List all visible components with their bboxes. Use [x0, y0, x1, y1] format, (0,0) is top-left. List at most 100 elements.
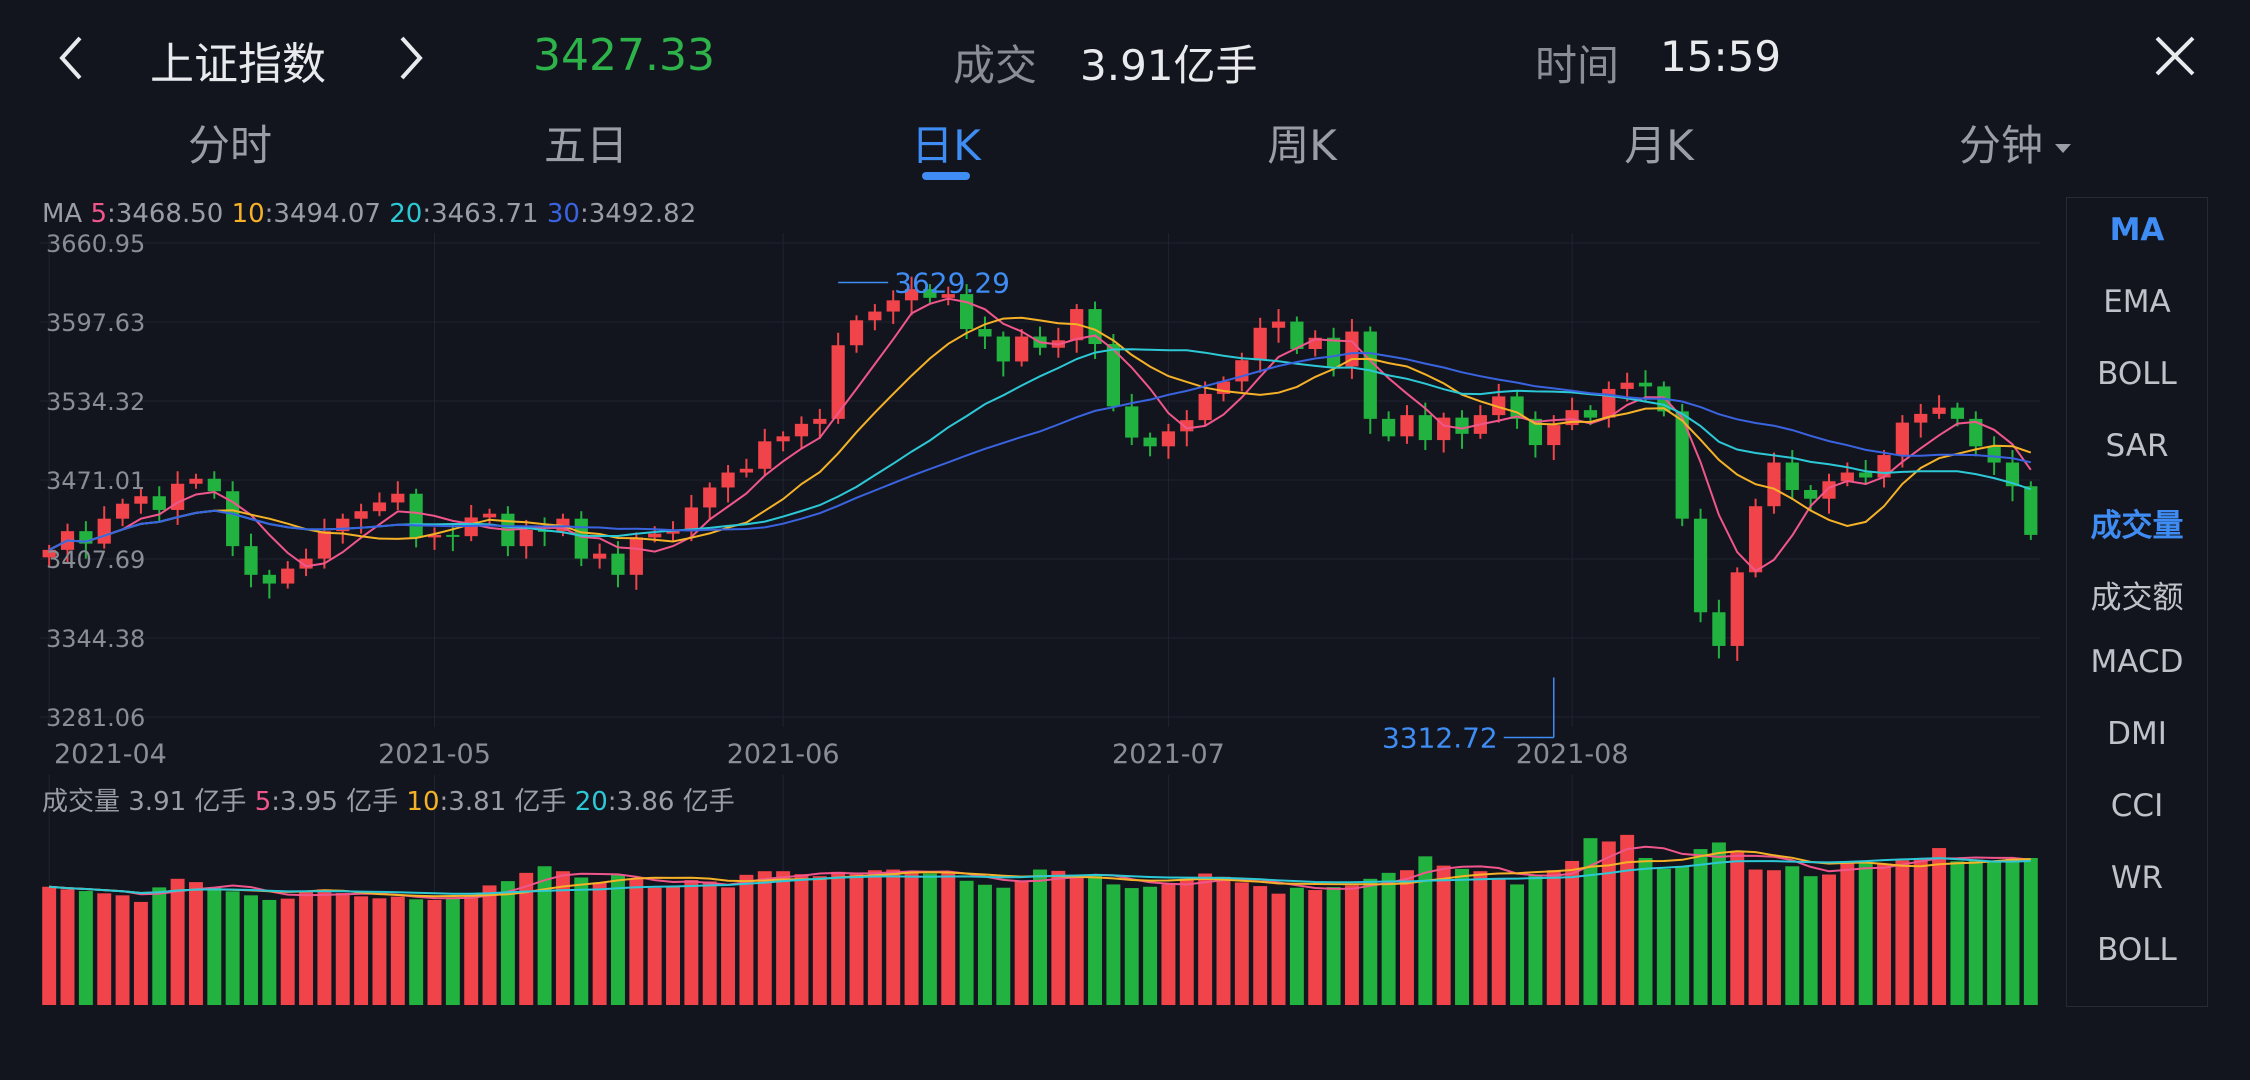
indicator-ema[interactable]: EMA	[2103, 284, 2171, 320]
candle-body	[519, 529, 533, 547]
x-tick-label: 2021-05	[378, 739, 491, 770]
volume-legend-value: :3.95 亿手	[271, 787, 406, 817]
candle-body	[1253, 327, 1267, 361]
candle-body	[1969, 418, 1983, 447]
ma5-line	[48, 297, 2032, 573]
y-tick-label: 3471.01	[46, 467, 145, 495]
volume-bar	[1051, 870, 1066, 1005]
indicator-turnover[interactable]: 成交额	[2090, 580, 2184, 616]
candle-body	[1748, 506, 1763, 573]
volume-bar	[1198, 873, 1213, 1005]
candle-body	[1418, 415, 1432, 441]
candle-body	[776, 436, 790, 442]
ma30-line	[48, 352, 2032, 551]
close-icon[interactable]	[2154, 35, 2196, 77]
indicator-boll[interactable]: BOLL	[2097, 356, 2177, 392]
tab-daily-k[interactable]: 日K	[911, 121, 981, 170]
ma-legend-prefix: MA	[42, 199, 90, 229]
volume-bar	[1106, 884, 1121, 1005]
indicator-boll-2[interactable]: BOLL	[2097, 932, 2177, 968]
indicator-ma[interactable]: MA	[2109, 212, 2165, 248]
indicator-volume[interactable]: 成交量	[2090, 508, 2184, 544]
candle-body	[446, 534, 460, 537]
volume-bar	[1271, 893, 1286, 1005]
volume-bar	[115, 895, 130, 1005]
candle-body	[2024, 486, 2038, 535]
candle-body	[574, 518, 588, 559]
kline-chart[interactable]: 3660.95 3597.63 3534.32 3471.01 3407.69 3344.…	[0, 190, 2060, 1020]
candle-body	[758, 441, 772, 469]
volume-bar	[959, 880, 974, 1005]
x-tick-label: 2021-07	[1112, 739, 1225, 770]
volume-bar	[1381, 872, 1396, 1005]
candle-body	[207, 478, 221, 492]
y-tick-label: 3597.63	[46, 309, 145, 337]
volume-bar	[1161, 884, 1176, 1005]
volume-bar	[1987, 862, 2002, 1005]
volume-bar	[922, 873, 937, 1005]
tab-weekly-k[interactable]: 周K	[1267, 121, 1337, 170]
candle-body	[1693, 518, 1708, 613]
volume-bar	[886, 869, 901, 1005]
candle-body	[794, 423, 809, 437]
indicator-cci[interactable]: CCI	[2110, 788, 2164, 824]
tab-intraday[interactable]: 分时	[187, 121, 273, 170]
candle-body	[1840, 472, 1854, 482]
y-tick-label: 3344.38	[46, 625, 145, 653]
candle-body	[666, 531, 680, 534]
volume-bar	[1418, 856, 1433, 1005]
volume-bar	[794, 874, 809, 1005]
candle-body	[299, 558, 313, 569]
ma-legend-key: 30	[547, 199, 580, 229]
candle-body	[941, 294, 955, 298]
candle-body	[1804, 489, 1818, 499]
x-tick-label: 2021-06	[727, 739, 840, 770]
tab-five-day[interactable]: 五日	[543, 121, 629, 170]
volume-bar	[1803, 876, 1818, 1005]
volume-bar	[1363, 878, 1378, 1005]
candle-body	[372, 502, 387, 512]
candle-body	[1326, 337, 1341, 367]
volume-bar	[1730, 852, 1745, 1005]
indicator-macd[interactable]: MACD	[2090, 644, 2184, 680]
candles	[42, 276, 2038, 661]
volume-bar	[1491, 878, 1506, 1005]
volume-bar	[445, 897, 460, 1005]
volume-value: 3.91亿手	[1080, 41, 1258, 90]
candle-body	[1767, 462, 1781, 507]
price-grid	[40, 233, 2040, 1005]
volume-bar	[1748, 869, 1763, 1005]
volume-bar	[996, 887, 1011, 1005]
candle-body	[97, 518, 111, 544]
tab-minute[interactable]: 分钟	[1959, 112, 2072, 173]
x-tick-label: 2021-08	[1516, 739, 1629, 770]
candle-body	[721, 472, 735, 488]
volume-bar	[280, 898, 295, 1005]
candle-body	[684, 507, 698, 532]
indicator-dmi[interactable]: DMI	[2107, 716, 2167, 752]
tab-monthly-k[interactable]: 月K	[1624, 121, 1694, 170]
min-price-label: 3312.72	[1382, 721, 1498, 754]
volume-bar	[977, 884, 992, 1005]
candle-body	[1363, 331, 1377, 419]
indicator-sar[interactable]: SAR	[2105, 428, 2169, 464]
volume-bar	[721, 887, 736, 1005]
volume-bar	[464, 895, 479, 1005]
candle-body	[1950, 407, 1965, 419]
candle-body	[409, 493, 423, 538]
volume-bar	[133, 901, 148, 1005]
chevron-left-icon[interactable]	[52, 28, 92, 88]
volume-bar	[1400, 870, 1414, 1005]
indicator-wr[interactable]: WR	[2110, 860, 2164, 896]
stock-title: 上证指数	[150, 39, 326, 90]
volume-bar	[299, 891, 314, 1005]
chevron-right-icon[interactable]	[390, 28, 430, 88]
volume-bar	[555, 871, 570, 1005]
period-tabs: 分时 五日 日K 周K 月K 分钟	[0, 112, 2090, 182]
volume-bar	[2023, 857, 2038, 1005]
candle-body	[134, 496, 148, 504]
y-tick-label: 3660.95	[46, 230, 145, 258]
volume-legend: 成交量 3.91 亿手 5:3.95 亿手 10:3.81 亿手 20:3.86…	[42, 787, 735, 817]
volume-bar	[1143, 886, 1158, 1005]
volume-bar	[1877, 863, 1892, 1005]
